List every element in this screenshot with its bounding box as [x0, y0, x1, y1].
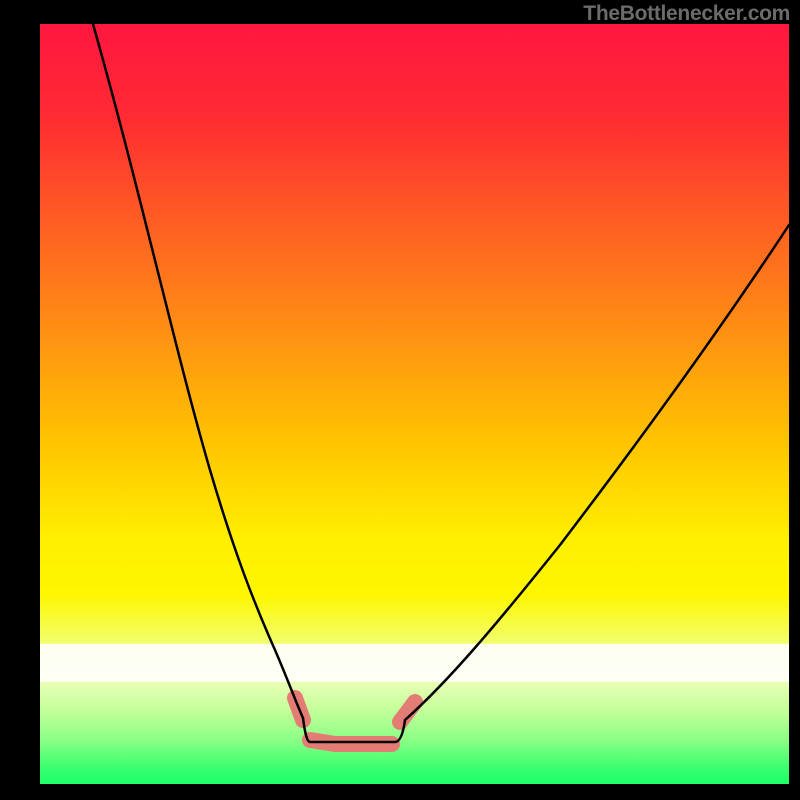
chart-canvas: TheBottlenecker.com: [0, 0, 800, 800]
chart-svg: [0, 0, 800, 800]
watermark-text: TheBottlenecker.com: [583, 2, 790, 26]
